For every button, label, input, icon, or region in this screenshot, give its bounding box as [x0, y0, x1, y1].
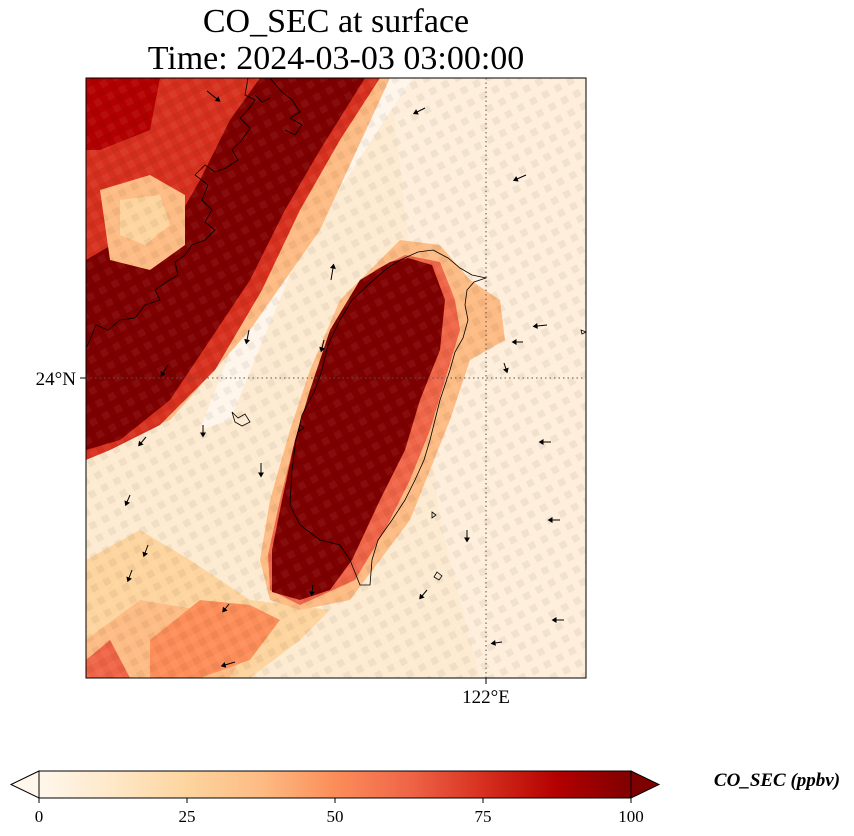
wind-arrow-head	[551, 617, 557, 623]
colorbar-gradient	[39, 771, 631, 798]
wind-arrow-head	[511, 339, 517, 345]
wind-arrow	[126, 494, 131, 503]
wind-arrow	[224, 661, 236, 666]
colorbar-title: CO_SEC (ppbv)	[714, 770, 840, 791]
wind-arrow	[144, 544, 149, 554]
wind-arrow-head	[547, 517, 553, 523]
wind-arrow-head	[220, 661, 227, 668]
wind-arrow-head	[419, 593, 425, 600]
colorbar-tick-label: 50	[327, 807, 344, 826]
wind-arrow	[321, 339, 325, 349]
coastline	[86, 78, 586, 586]
concentration-field	[86, 78, 586, 678]
wind-arrow	[536, 324, 548, 327]
wind-arrow-head	[258, 472, 264, 478]
wind-arrow	[224, 603, 230, 610]
wind-arrow-head	[329, 263, 336, 269]
wind-arrow-head	[244, 338, 251, 345]
colorbar-tick-label: 0	[35, 807, 44, 826]
wind-arrow	[416, 107, 426, 113]
wind-arrow-head	[214, 96, 221, 102]
wind-arrow	[421, 589, 428, 597]
wind-arrow	[140, 436, 147, 444]
wind-arrow-head	[160, 370, 166, 377]
wind-arrow-head	[319, 346, 326, 353]
wind-arrow-head	[464, 537, 470, 543]
wind-arrow-head	[200, 432, 206, 438]
colorbar-tick-label: 75	[475, 807, 492, 826]
wind-arrow-head	[138, 440, 144, 447]
lon-label: 122°E	[462, 687, 510, 708]
wind-arrow	[330, 267, 334, 281]
wind-arrow-head	[413, 109, 419, 115]
wind-arrow	[494, 641, 503, 644]
wind-arrow-head	[222, 606, 228, 613]
wind-arrow-head	[142, 551, 148, 558]
wind-arrow	[246, 329, 250, 341]
colorbar-extend-min	[9, 770, 40, 799]
wind-arrow-head	[538, 439, 544, 445]
colorbar: 0 25 50 75 100 CO_SEC (ppbv)	[9, 770, 840, 826]
wind-arrow-head	[126, 576, 132, 583]
map-time-subtitle: Time: 2024-03-03 03:00:00	[147, 40, 525, 77]
wind-arrow	[128, 569, 133, 579]
map-title: CO_SEC at surface	[202, 3, 470, 40]
wind-arrow	[503, 362, 507, 370]
wind-arrow-head	[309, 591, 316, 597]
lat-label: 24°N	[36, 369, 77, 390]
colorbar-tick-label: 25	[179, 807, 196, 826]
wind-vectors	[124, 90, 564, 668]
wind-arrow	[311, 584, 314, 593]
wind-arrow-head	[503, 367, 509, 374]
wind-arrow-head	[512, 176, 519, 182]
colorbar-extend-max	[630, 770, 661, 799]
wind-arrow-head	[532, 322, 538, 329]
wind-arrow	[516, 174, 527, 180]
wind-arrow-head	[490, 639, 496, 646]
wind-arrow	[206, 90, 218, 100]
wind-arrow	[162, 364, 169, 374]
colorbar-tick-label: 100	[618, 807, 644, 826]
wind-arrow-head	[124, 500, 130, 507]
gridlines	[86, 78, 586, 678]
